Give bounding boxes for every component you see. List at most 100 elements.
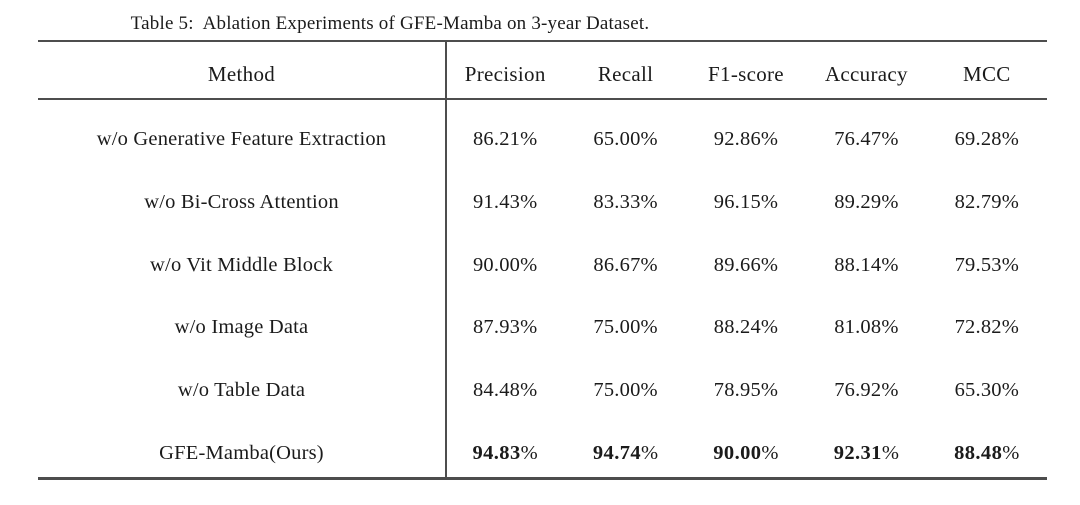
value-number: 65.00 bbox=[593, 127, 641, 150]
value-cell: 84.48% bbox=[445, 351, 565, 414]
value-number: 81.08 bbox=[834, 316, 882, 339]
percent-sign: % bbox=[881, 190, 899, 213]
value-cell: 75.00% bbox=[565, 288, 685, 351]
value-cell: 76.92% bbox=[806, 351, 926, 414]
percent-sign: % bbox=[1001, 253, 1019, 276]
percent-sign: % bbox=[881, 253, 899, 276]
value-number: 91.43 bbox=[472, 190, 521, 213]
value-cell: 82.79% bbox=[927, 163, 1047, 226]
value-cell: 96.15% bbox=[686, 163, 806, 226]
percent-sign: % bbox=[1001, 316, 1019, 339]
value-cell: 69.28% bbox=[927, 100, 1047, 163]
value-cell: 75.00% bbox=[565, 351, 685, 414]
percent-sign: % bbox=[760, 379, 779, 402]
value-number: 88.24 bbox=[713, 316, 761, 339]
ablation-table: Method Precision Recall F1-score Accuracy MCC… bbox=[38, 40, 1047, 480]
value-number: 92.86 bbox=[713, 127, 761, 150]
percent-sign: % bbox=[641, 442, 659, 465]
percent-sign: % bbox=[881, 379, 899, 402]
method-cell: GFE-Mamba(Ours) bbox=[159, 442, 324, 465]
percent-sign: % bbox=[520, 127, 538, 150]
value-number: 69.28 bbox=[954, 127, 1002, 150]
value-number: 86.21 bbox=[472, 127, 521, 150]
percent-sign: % bbox=[520, 316, 538, 339]
value-number: 88.14 bbox=[834, 253, 882, 276]
percent-sign: % bbox=[881, 127, 899, 150]
value-cell: 86.21% bbox=[445, 100, 565, 163]
percent-sign: % bbox=[520, 379, 538, 402]
value-number: 88.48 bbox=[954, 442, 1003, 465]
method-cell: w/o Generative Feature Extraction bbox=[96, 127, 387, 150]
column-header-method: Method bbox=[207, 61, 276, 86]
value-cell: 83.33% bbox=[565, 163, 685, 226]
column-header-recall: Recall bbox=[597, 61, 654, 86]
method-cell: w/o Bi-Cross Attention bbox=[144, 190, 339, 213]
value-cell: 91.43% bbox=[445, 163, 565, 226]
table-header-row: Method Precision Recall F1-score Accuracy MCC bbox=[38, 42, 1047, 100]
value-cell: 72.82% bbox=[927, 288, 1047, 351]
value-cell: 88.48% bbox=[927, 414, 1047, 477]
percent-sign: % bbox=[1001, 190, 1019, 213]
value-cell: 88.14% bbox=[806, 226, 926, 289]
percent-sign: % bbox=[881, 316, 899, 339]
value-number: 75.00 bbox=[593, 379, 641, 402]
table-caption: Table 5: Ablation Experiments of GFE-Mam… bbox=[130, 13, 650, 34]
value-number: 94.83 bbox=[472, 442, 521, 465]
value-number: 76.47 bbox=[834, 127, 882, 150]
value-cell: 92.31% bbox=[806, 414, 926, 477]
percent-sign: % bbox=[640, 253, 658, 276]
percent-sign: % bbox=[761, 442, 779, 465]
value-cell: 87.93% bbox=[445, 288, 565, 351]
method-cell: w/o Image Data bbox=[174, 316, 309, 339]
percent-sign: % bbox=[640, 190, 658, 213]
value-cell: 94.74% bbox=[565, 414, 685, 477]
percent-sign: % bbox=[1002, 442, 1020, 465]
value-cell: 65.30% bbox=[927, 351, 1047, 414]
value-number: 89.66 bbox=[713, 253, 761, 276]
percent-sign: % bbox=[881, 442, 900, 465]
value-cell: 88.24% bbox=[686, 288, 806, 351]
value-number: 87.93 bbox=[472, 316, 521, 339]
value-number: 72.82 bbox=[954, 316, 1002, 339]
percent-sign: % bbox=[760, 253, 779, 276]
value-number: 96.15 bbox=[713, 190, 761, 213]
percent-sign: % bbox=[640, 379, 658, 402]
value-cell: 94.83% bbox=[445, 414, 565, 477]
method-cell: w/o Vit Middle Block bbox=[150, 253, 333, 276]
value-cell: 78.95% bbox=[686, 351, 806, 414]
value-cell: 65.00% bbox=[565, 100, 685, 163]
column-header-mcc: MCC bbox=[963, 61, 1011, 86]
value-number: 82.79 bbox=[954, 190, 1002, 213]
percent-sign: % bbox=[1001, 127, 1019, 150]
value-cell: 92.86% bbox=[686, 100, 806, 163]
value-number: 92.31 bbox=[833, 442, 882, 465]
value-cell: 89.66% bbox=[686, 226, 806, 289]
value-number: 89.29 bbox=[834, 190, 882, 213]
column-header-accuracy: Accuracy bbox=[824, 61, 908, 86]
percent-sign: % bbox=[520, 442, 538, 465]
value-cell: 86.67% bbox=[565, 226, 685, 289]
value-number: 84.48 bbox=[472, 379, 521, 402]
percent-sign: % bbox=[520, 190, 538, 213]
percent-sign: % bbox=[1001, 379, 1019, 402]
value-cell: 81.08% bbox=[806, 288, 926, 351]
percent-sign: % bbox=[640, 316, 658, 339]
value-number: 79.53 bbox=[954, 253, 1002, 276]
column-header-precision: Precision bbox=[464, 61, 546, 86]
value-number: 94.74 bbox=[592, 442, 642, 465]
value-number: 75.00 bbox=[593, 316, 641, 339]
percent-sign: % bbox=[520, 253, 538, 276]
value-number: 76.92 bbox=[834, 379, 882, 402]
method-cell: w/o Table Data bbox=[177, 379, 306, 402]
value-number: 90.00 bbox=[713, 442, 762, 465]
column-header-f1-score: F1-score bbox=[708, 61, 784, 86]
percent-sign: % bbox=[760, 316, 779, 339]
value-number: 78.95 bbox=[713, 379, 761, 402]
value-cell: 90.00% bbox=[686, 414, 806, 477]
value-cell: 89.29% bbox=[806, 163, 926, 226]
table-body: w/o Generative Feature Extraction 86.21% 6… bbox=[38, 100, 1047, 477]
percent-sign: % bbox=[760, 127, 779, 150]
percent-sign: % bbox=[760, 190, 779, 213]
column-divider-rule bbox=[445, 42, 447, 477]
